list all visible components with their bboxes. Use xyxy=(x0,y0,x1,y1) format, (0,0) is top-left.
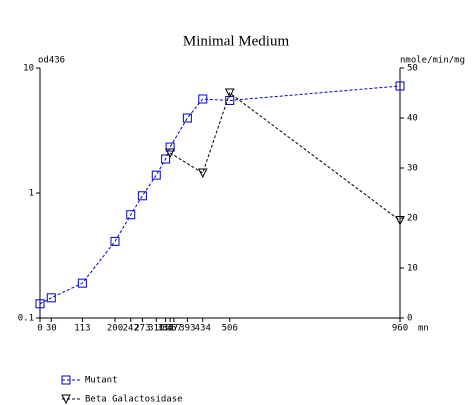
x-tick-label: 347 xyxy=(162,324,178,334)
legend-marker xyxy=(61,394,71,405)
y2-tick-label: 10 xyxy=(407,264,418,274)
marker xyxy=(46,293,56,303)
marker xyxy=(151,170,161,180)
x-tick-label: 393 xyxy=(179,324,195,334)
x-tick-label: 30 xyxy=(46,324,57,334)
y2-tick-label: 50 xyxy=(407,64,418,74)
chart-title: Minimal Medium xyxy=(183,33,290,49)
marker xyxy=(165,148,175,159)
x-tick-label: 310 xyxy=(148,324,164,334)
x-tick-label: 242 xyxy=(123,324,139,334)
x-tick-label: 335 xyxy=(157,324,173,334)
marker xyxy=(110,236,120,246)
y-axis-label: od436 xyxy=(38,56,65,66)
x-tick-label: 434 xyxy=(195,324,211,334)
series-line xyxy=(169,92,401,221)
marker xyxy=(35,299,45,309)
legend-label: Beta Galactosidase xyxy=(85,395,183,405)
y-tick-label: 1 xyxy=(29,189,34,199)
marker xyxy=(126,210,136,220)
x-tick-label: 357 xyxy=(166,324,182,334)
x-tick-label: 273 xyxy=(134,324,150,334)
marker xyxy=(77,278,87,288)
marker xyxy=(197,168,208,179)
legend-marker xyxy=(61,375,71,385)
marker xyxy=(137,191,147,201)
marker xyxy=(395,216,405,226)
y2-axis-label: nmole/min/mg xyxy=(400,56,465,66)
y2-tick-label: 0 xyxy=(407,314,412,324)
marker xyxy=(182,113,192,123)
y2-tick-label: 20 xyxy=(407,214,418,224)
x-axis-label: mn xyxy=(418,324,429,334)
series-line xyxy=(39,85,401,305)
y-tick-label: 10 xyxy=(23,64,34,74)
marker xyxy=(224,88,235,99)
x-tick-label: 200 xyxy=(107,324,123,334)
y-tick-label: 0.1 xyxy=(18,314,34,324)
x-tick-label: 0 xyxy=(37,324,42,334)
marker xyxy=(165,142,175,152)
marker xyxy=(161,154,171,164)
y2-tick-label: 40 xyxy=(407,114,418,124)
x-tick-label: 960 xyxy=(392,324,408,334)
x-tick-label: 506 xyxy=(222,324,238,334)
marker xyxy=(198,94,208,104)
marker xyxy=(395,81,405,91)
legend-label: Mutant xyxy=(85,376,118,386)
x-tick-label: 113 xyxy=(74,324,90,334)
y2-tick-label: 30 xyxy=(407,164,418,174)
